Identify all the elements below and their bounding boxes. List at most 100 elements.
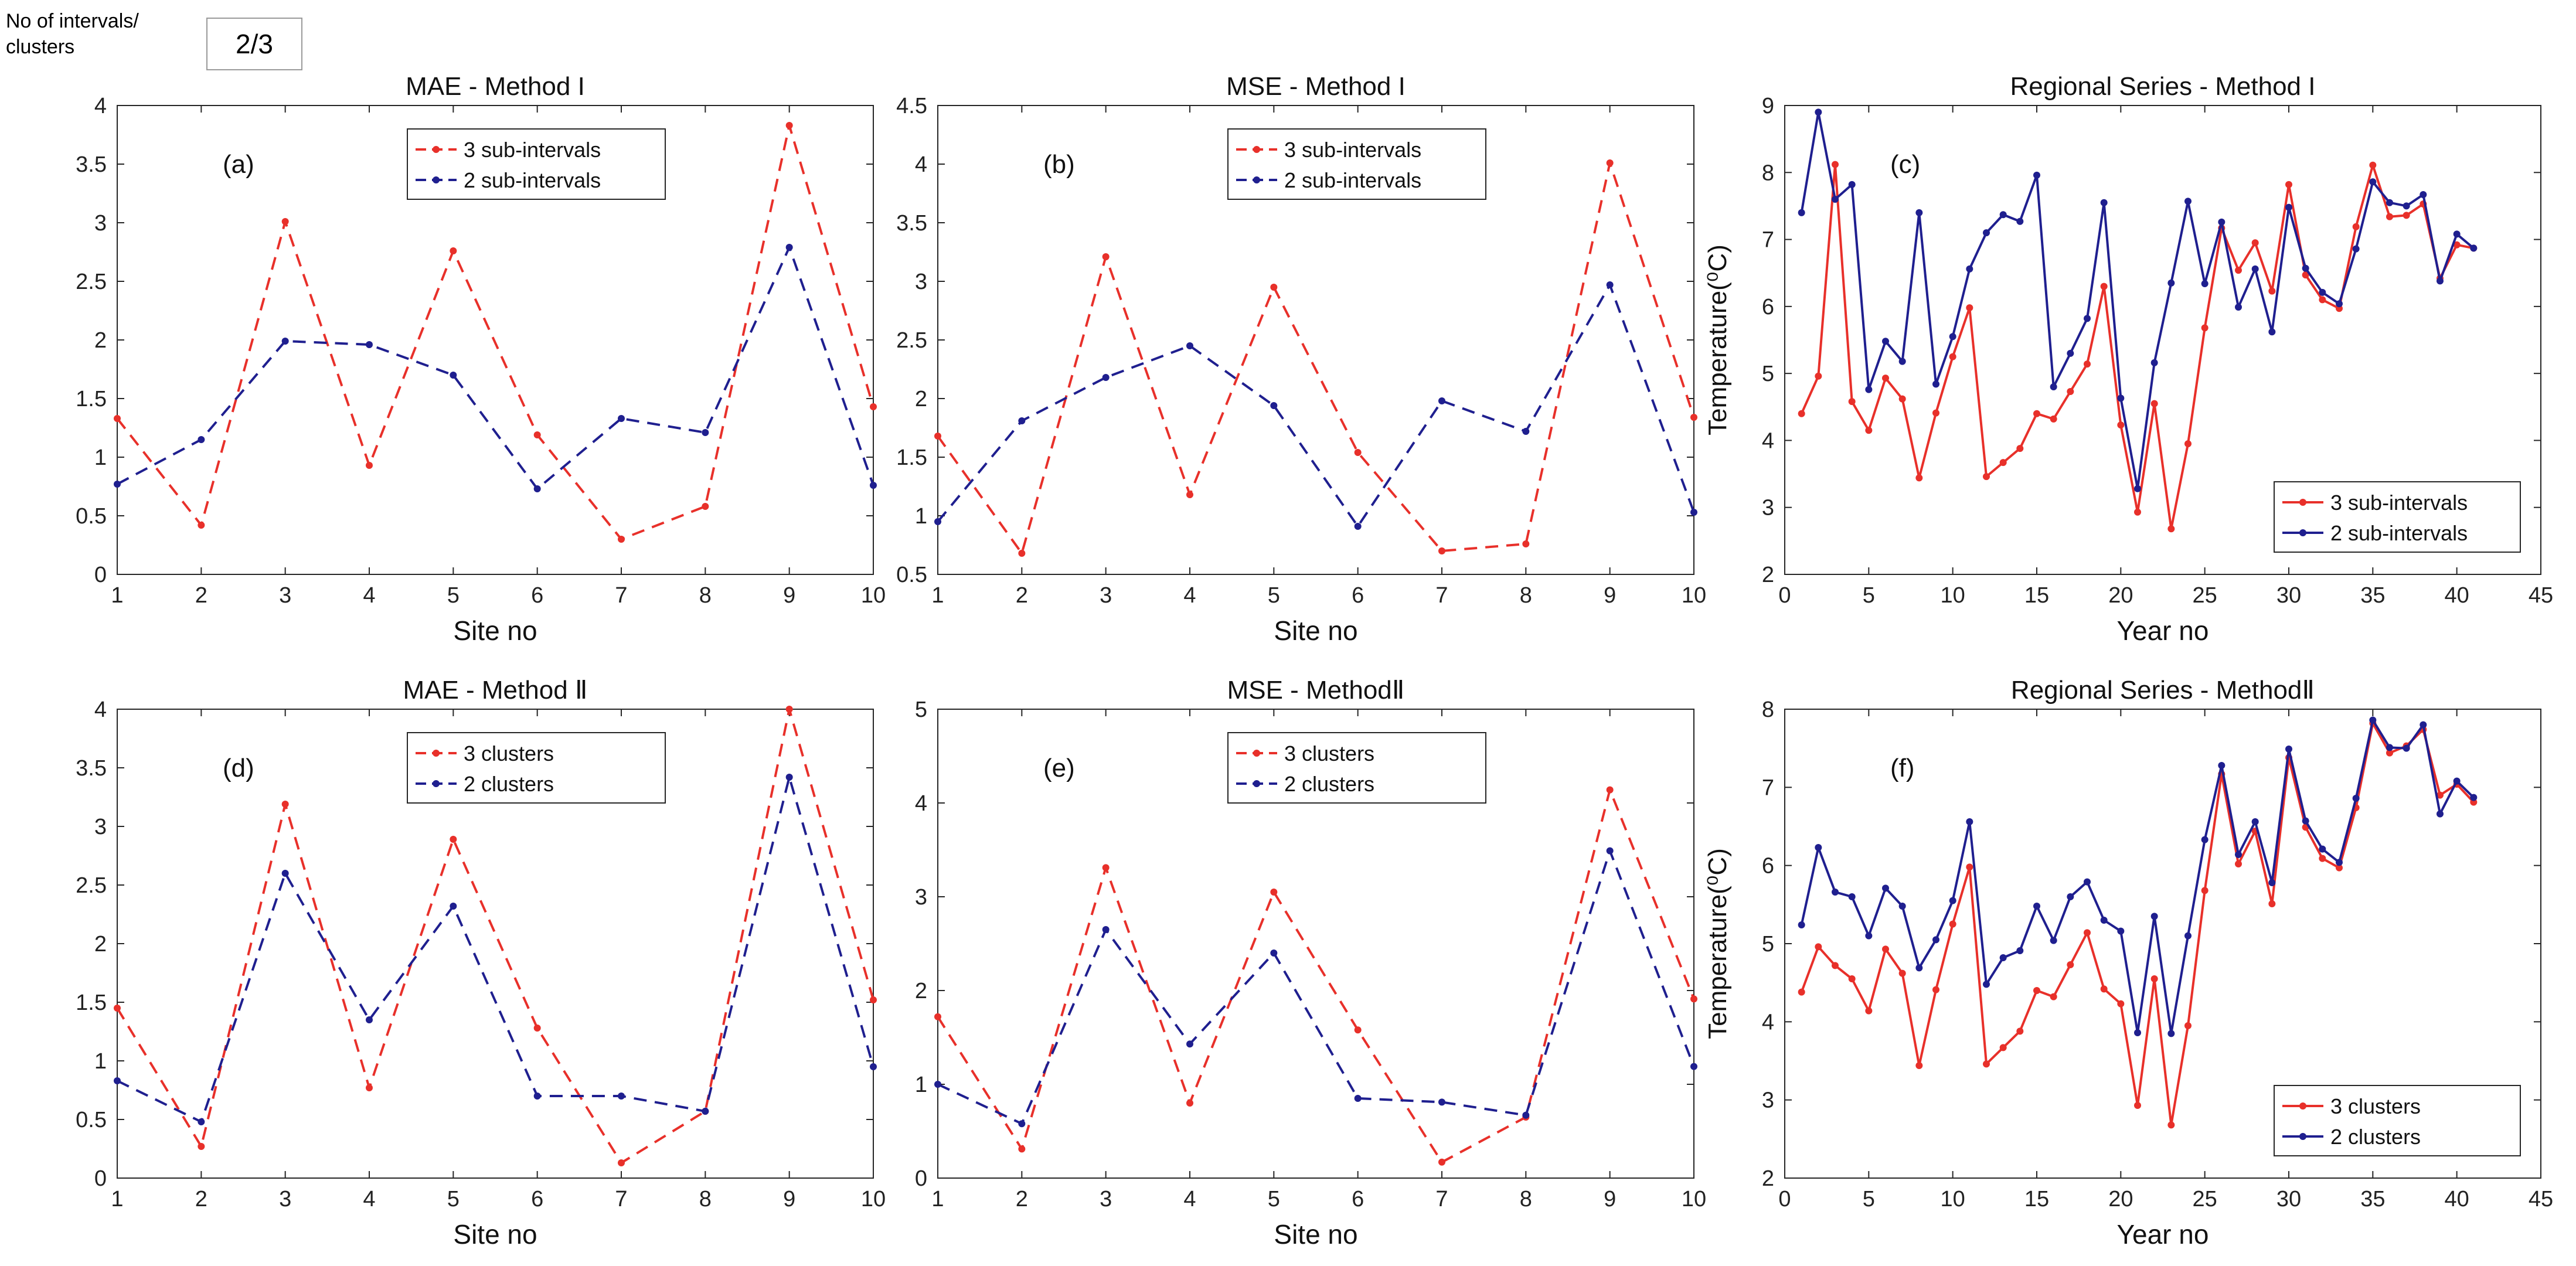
data-point <box>366 1016 373 1023</box>
intervals-clusters-input[interactable]: 2/3 <box>206 18 302 70</box>
legend-marker <box>2299 499 2306 506</box>
y-tick-label: 3 <box>915 270 927 294</box>
x-tick-label: 6 <box>1352 583 1364 608</box>
y-tick-label: 5 <box>1762 932 1774 957</box>
x-tick-label: 4 <box>1183 1187 1196 1211</box>
legend-entry: 3 clusters <box>464 741 554 765</box>
data-point <box>1882 375 1889 382</box>
y-tick-label: 6 <box>1762 854 1774 879</box>
data-point <box>450 372 457 379</box>
y-axis-label: Temperature(⁰C) <box>1703 848 1732 1039</box>
data-point <box>2100 199 2108 206</box>
y-tick-label: 1 <box>94 1049 107 1074</box>
data-point <box>1018 417 1026 424</box>
data-point <box>2302 271 2309 279</box>
data-point <box>1354 1026 1362 1034</box>
data-point <box>2050 383 2057 390</box>
x-tick-label: 8 <box>699 583 712 608</box>
x-axis-label: Site no <box>453 615 537 646</box>
series-line-blue <box>117 246 874 490</box>
data-point <box>1848 893 1856 900</box>
data-point <box>2319 855 2326 862</box>
panel-label: (d) <box>223 754 254 782</box>
data-point <box>1522 540 1530 547</box>
data-point <box>1354 1095 1362 1102</box>
x-tick-label: 3 <box>279 1187 291 1211</box>
legend-entry: 2 sub-intervals <box>464 168 601 192</box>
data-point <box>366 341 373 348</box>
x-tick-label: 6 <box>1352 1187 1364 1211</box>
data-point <box>1438 1098 1445 1106</box>
data-point <box>2150 359 2158 366</box>
data-point <box>2033 171 2040 179</box>
legend: 3 clusters 2 clusters <box>2274 1085 2521 1156</box>
data-point <box>2336 864 2343 872</box>
data-point <box>785 244 793 251</box>
data-point <box>1102 864 1110 872</box>
y-tick-label: 5 <box>915 697 927 722</box>
x-axis-label: Site no <box>453 1219 537 1250</box>
data-point <box>2386 744 2393 751</box>
data-point <box>1606 847 1614 855</box>
data-point <box>2067 893 2074 900</box>
x-tick-label: 15 <box>2024 583 2049 608</box>
x-tick-label: 3 <box>1100 583 1112 608</box>
data-point <box>1983 981 1990 988</box>
x-tick-label: 20 <box>2108 1187 2133 1211</box>
legend-box <box>407 732 666 804</box>
data-point <box>450 836 457 843</box>
chart-title: Regional Series - MethodⅡ <box>2011 676 2315 705</box>
data-point <box>618 536 625 543</box>
data-point <box>2420 191 2427 198</box>
x-tick-label: 9 <box>1604 1187 1616 1211</box>
chart-panel-1: 1 2 3 4 5 6 7 8 9 10 0 0.5 1 1.5 2 2.5 3 3.5 4 MAE - Method… <box>76 72 886 646</box>
data-point <box>870 482 877 489</box>
data-point <box>1999 211 2007 219</box>
data-point <box>1606 281 1614 288</box>
series-line-red <box>116 124 874 540</box>
data-point <box>2084 315 2091 322</box>
data-point <box>2235 860 2242 867</box>
panel-label: (c) <box>1890 150 1920 179</box>
y-tick-label: 3 <box>1762 496 1774 520</box>
x-tick-label: 9 <box>783 1187 795 1211</box>
data-point <box>1186 342 1193 349</box>
data-point <box>934 518 941 525</box>
data-point <box>2352 245 2360 253</box>
data-point <box>114 481 121 488</box>
x-tick-label: 10 <box>861 583 886 608</box>
data-point <box>2167 1121 2175 1129</box>
x-tick-label: 7 <box>615 1187 627 1211</box>
data-point <box>2084 878 2091 886</box>
data-point <box>2033 410 2040 417</box>
data-point <box>934 1013 941 1020</box>
x-tick-label: 8 <box>1520 1187 1532 1211</box>
series-line-blue <box>937 849 1695 1125</box>
data-point <box>1270 402 1278 409</box>
legend-marker <box>433 750 440 757</box>
y-tick-label: 1 <box>915 1073 927 1097</box>
series-line-red <box>116 708 874 1164</box>
x-tick-label: 35 <box>2360 583 2385 608</box>
legend-marker <box>1253 780 1260 787</box>
data-point <box>1438 1158 1445 1166</box>
data-point <box>618 415 625 422</box>
data-point <box>2150 400 2158 407</box>
data-point <box>870 1063 877 1070</box>
legend-entry: 2 clusters <box>464 772 554 796</box>
x-tick-label: 35 <box>2360 1187 2385 1211</box>
data-point <box>1832 196 1839 203</box>
data-point <box>2134 1029 2141 1036</box>
data-point <box>2268 328 2276 336</box>
data-point <box>2403 212 2410 219</box>
y-tick-label: 2 <box>94 328 107 353</box>
data-point <box>1932 986 1939 993</box>
data-point <box>2134 1102 2141 1109</box>
data-point <box>618 1093 625 1100</box>
y-tick-label: 7 <box>1762 775 1774 800</box>
data-point <box>2117 421 2125 429</box>
x-tick-label: 45 <box>2529 1187 2553 1211</box>
x-tick-label: 7 <box>1435 1187 1448 1211</box>
